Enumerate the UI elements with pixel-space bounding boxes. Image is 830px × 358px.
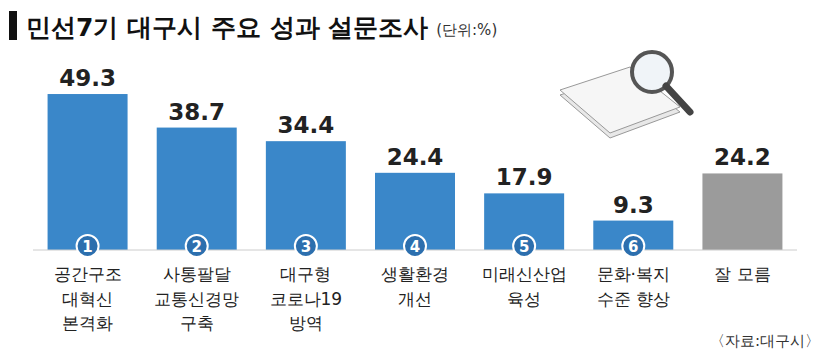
category-line: 사통팔달 (163, 264, 231, 284)
subtitle: (단위:%) (436, 21, 497, 39)
data-label: 38.7 (168, 99, 225, 125)
category-label: 문화·복지수준 향상 (597, 264, 670, 309)
category-line: 코로나19 (270, 289, 343, 309)
category-line: 잘 모름 (714, 264, 770, 284)
number-label: 1 (82, 238, 92, 256)
icon (560, 52, 690, 138)
category-label: 잘 모름 (714, 264, 770, 284)
category-line: 육성 (507, 289, 541, 309)
data-label: 9.3 (613, 192, 654, 218)
category-line: 미래신산업 (482, 264, 567, 284)
category-line: 생활환경 (381, 264, 449, 284)
category-line: 공간구조 (54, 264, 122, 284)
bar (702, 173, 782, 250)
number-label: 3 (301, 238, 311, 256)
data-label: 17.9 (496, 164, 553, 190)
category-line: 대구형 (280, 264, 331, 284)
chart-svg: 민선7기 대구시 주요 성과 설문조사(단위:%)49.31공간구조대혁신본격화… (0, 0, 830, 358)
number-badge (186, 235, 208, 257)
number-label: 6 (628, 238, 638, 256)
category-line: 방역 (289, 313, 323, 333)
bar (157, 128, 237, 250)
number-badge (295, 235, 317, 257)
category-line: 본격화 (62, 313, 113, 333)
number-badge (622, 235, 644, 257)
number-badge (77, 235, 99, 257)
chart-root: 민선7기 대구시 주요 성과 설문조사(단위:%)49.31공간구조대혁신본격화… (0, 0, 830, 358)
data-label: 34.4 (277, 112, 334, 138)
number-label: 4 (410, 238, 420, 256)
category-line: 대혁신 (62, 289, 113, 309)
bar (48, 94, 128, 250)
number-badge (513, 235, 535, 257)
data-label: 49.3 (59, 65, 116, 91)
category-label: 미래신산업육성 (482, 264, 567, 309)
category-line: 문화·복지 (597, 264, 670, 284)
number-label: 5 (519, 238, 529, 256)
number-badge (404, 235, 426, 257)
bar (266, 141, 346, 250)
number-label: 2 (191, 238, 201, 256)
title: 민선7기 대구시 주요 성과 설문조사 (26, 13, 428, 42)
category-label: 대구형코로나19 방역 (270, 264, 343, 333)
category-line: 교통신경망 (154, 289, 239, 309)
category-label: 생활환경개선 (381, 264, 449, 309)
category-line: 수준 향상 (597, 289, 670, 309)
data-label: 24.4 (387, 144, 444, 170)
source: 〈자료:대구시〉 (710, 332, 820, 350)
category-label: 사통팔달교통신경망구축 (154, 264, 239, 333)
category-line: 개선 (398, 289, 432, 309)
bars (48, 94, 783, 250)
data-label: 24.2 (714, 144, 771, 170)
category-line: 구축 (180, 313, 214, 333)
category-label: 공간구조대혁신본격화 (54, 264, 122, 333)
title-marker (9, 11, 17, 40)
